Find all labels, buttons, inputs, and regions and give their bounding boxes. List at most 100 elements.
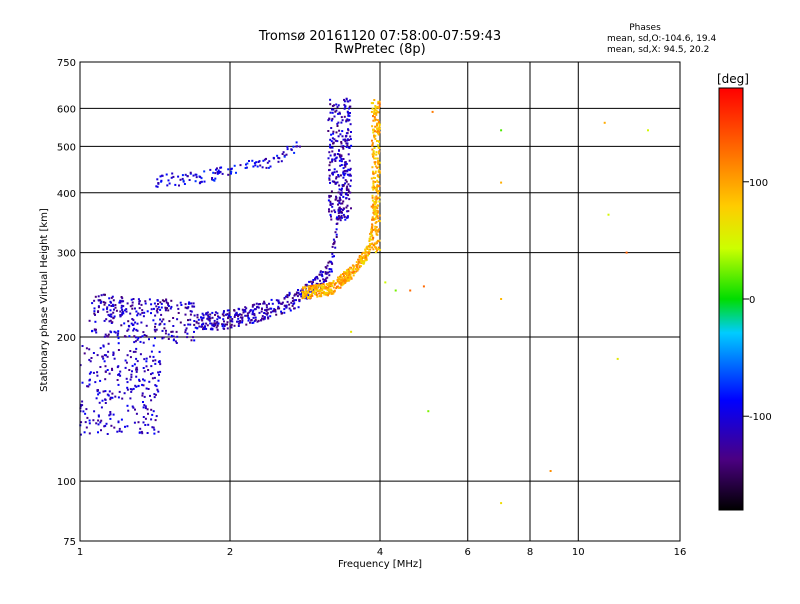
echo-point <box>317 289 320 292</box>
echo-point <box>345 187 348 190</box>
colorbar-tick-label: -100 <box>749 412 772 423</box>
echo-point <box>336 181 339 184</box>
echo-point <box>131 307 134 310</box>
echo-point <box>372 115 374 118</box>
echo-point <box>106 433 109 435</box>
echo-point <box>376 105 379 108</box>
echo-point <box>272 309 275 312</box>
echo-point <box>138 431 141 434</box>
echo-point <box>349 99 352 102</box>
echo-point <box>340 158 343 161</box>
echo-point <box>88 358 91 361</box>
echo-point <box>342 138 345 141</box>
echo-point <box>333 158 336 161</box>
echo-point <box>262 317 265 320</box>
echo-point <box>110 315 113 318</box>
echo-point <box>335 176 338 179</box>
echo-point <box>350 131 352 133</box>
echo-point <box>129 350 132 352</box>
echo-point <box>348 272 351 275</box>
echo-point <box>625 251 628 254</box>
echo-point <box>256 165 259 168</box>
stats-o-mode: mean, sd,O:-104.6, 19.4 <box>607 34 717 44</box>
echo-point <box>253 308 256 311</box>
echo-point <box>346 185 349 188</box>
echo-point <box>130 373 133 376</box>
echo-point <box>338 210 341 213</box>
echo-point <box>141 394 144 397</box>
echo-point <box>329 285 332 288</box>
echo-point <box>334 182 337 185</box>
echo-point <box>328 177 331 180</box>
echo-point <box>120 296 123 298</box>
echo-point <box>331 245 334 248</box>
echo-point <box>336 278 339 281</box>
echo-point <box>301 290 304 293</box>
echo-point <box>202 328 204 331</box>
echo-point <box>159 363 162 366</box>
echo-point <box>300 295 303 298</box>
echo-point <box>377 111 380 114</box>
echo-point <box>109 417 112 420</box>
echo-point <box>340 141 343 143</box>
echo-point <box>143 358 146 361</box>
echo-point <box>93 410 96 413</box>
echo-point <box>92 419 95 422</box>
echo-point <box>364 250 367 253</box>
echo-point <box>280 160 283 163</box>
echo-point <box>148 380 151 383</box>
x-tick-label: 4 <box>377 547 383 558</box>
echo-point <box>142 331 145 334</box>
echo-point <box>203 328 206 330</box>
echo-point <box>119 299 122 302</box>
echo-point <box>212 179 215 181</box>
echo-point <box>242 311 245 314</box>
y-tick-label: 300 <box>57 249 76 260</box>
echo-point <box>377 100 380 103</box>
echo-point <box>80 421 83 424</box>
echo-point <box>228 312 231 314</box>
colorbar-label: [deg] <box>717 72 749 86</box>
echo-point <box>160 320 163 323</box>
echo-point <box>346 277 349 280</box>
echo-point <box>155 309 158 312</box>
echo-point <box>113 357 116 360</box>
echo-point <box>262 318 265 321</box>
echo-point <box>339 112 341 115</box>
echo-point <box>260 319 262 322</box>
echo-point <box>375 153 378 156</box>
echo-point <box>343 272 346 275</box>
echo-point <box>304 288 307 290</box>
echo-point <box>333 168 336 171</box>
echo-point <box>365 259 368 261</box>
echo-point <box>278 301 281 304</box>
echo-point <box>112 354 115 356</box>
echo-point <box>371 246 374 249</box>
echo-point <box>108 320 111 323</box>
echo-point <box>125 361 128 364</box>
echo-point <box>351 268 354 271</box>
echo-point <box>369 248 372 251</box>
echo-point <box>154 337 156 340</box>
echo-point <box>331 171 334 174</box>
echo-point <box>330 282 333 285</box>
echo-point <box>103 303 106 306</box>
echo-point <box>142 315 145 318</box>
echo-point <box>337 276 340 279</box>
echo-point <box>378 131 381 134</box>
echo-point <box>163 327 166 330</box>
echo-point <box>214 313 216 316</box>
echo-point <box>329 111 332 114</box>
x-tick-label: 16 <box>674 547 687 558</box>
echo-point <box>139 336 142 339</box>
echo-point <box>357 260 360 263</box>
echo-point <box>314 277 316 280</box>
echo-point <box>153 302 156 305</box>
echo-point <box>348 277 351 279</box>
echo-point <box>371 206 374 209</box>
echo-point <box>344 172 347 175</box>
echo-point <box>155 415 158 418</box>
echo-point <box>265 157 267 160</box>
echo-point <box>374 125 377 128</box>
echo-point <box>340 189 343 192</box>
